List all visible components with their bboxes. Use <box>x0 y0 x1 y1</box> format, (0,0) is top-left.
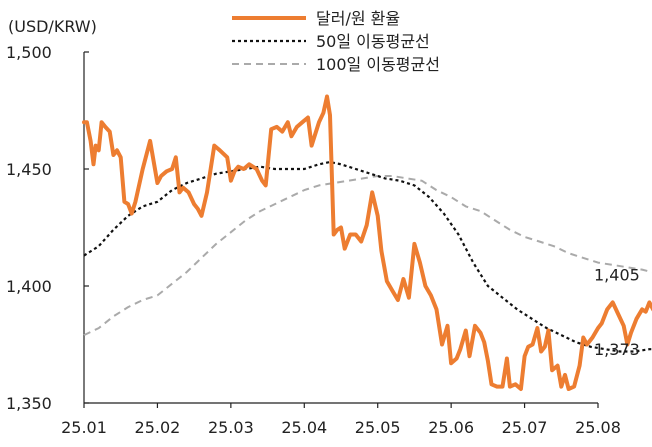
x-tick-label: 25.02 <box>135 418 181 437</box>
y-axis-ticks: 1,350 1,400 1,450 1,500 <box>6 43 89 413</box>
y-tick-label: 1,500 <box>6 43 52 62</box>
legend-label-2: 100일 이동평균선 <box>316 55 440 74</box>
end-value-label-1: 1,373 <box>594 340 640 359</box>
y-tick-label: 1,450 <box>6 160 52 179</box>
legend: 달러/원 환율 50일 이동평균선 100일 이동평균선 <box>232 9 440 74</box>
x-tick-label: 25.07 <box>502 418 548 437</box>
y-axis-label: (USD/KRW) <box>8 17 97 36</box>
y-tick-label: 1,400 <box>6 277 52 296</box>
legend-label-0: 달러/원 환율 <box>316 9 400 28</box>
x-tick-label: 25.03 <box>208 418 254 437</box>
series-line-2 <box>83 175 652 337</box>
series-layer <box>82 94 652 391</box>
x-tick-label: 25.01 <box>61 418 107 437</box>
series-line-1 <box>83 160 652 353</box>
series-line-0 <box>82 94 652 391</box>
legend-label-1: 50일 이동평균선 <box>316 32 430 51</box>
end-value-label-0: 1,405 <box>594 265 640 284</box>
x-axis-ticks: 25.01 25.02 25.03 25.04 25.05 25.06 25.07 25.08 <box>61 403 621 437</box>
y-tick-label: 1,350 <box>6 394 52 413</box>
x-tick-label: 25.04 <box>281 418 327 437</box>
x-tick-label: 25.08 <box>575 418 621 437</box>
end-labels: 1,405 1,373 <box>594 265 640 359</box>
x-tick-label: 25.05 <box>355 418 401 437</box>
x-tick-label: 25.06 <box>428 418 474 437</box>
